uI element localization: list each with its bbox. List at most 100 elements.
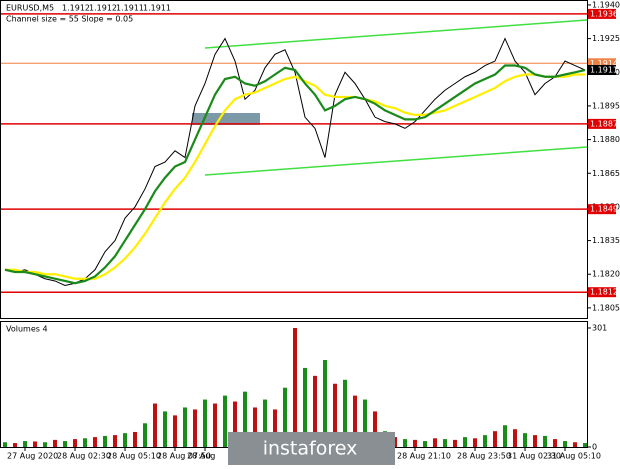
level-label: 1.1887 <box>590 119 618 128</box>
symbol: EURUSD,M5 <box>6 4 54 13</box>
volume-bar <box>313 375 317 447</box>
x-tick-label: 27 Aug 2020 <box>7 452 58 461</box>
watermark-group: instaforex <box>228 432 395 465</box>
moving-average <box>5 73 585 280</box>
y-tick-label: 1.1925 <box>592 34 620 43</box>
volume-bar <box>193 409 197 447</box>
channel-upper <box>204 19 588 49</box>
level-label: 1.1812 <box>590 288 618 297</box>
volume-bar <box>303 367 307 447</box>
volume-bar <box>533 435 537 447</box>
volume-bar <box>23 441 27 447</box>
x-tick-label: 31 Aug 02:30 <box>507 452 561 461</box>
volume-bar <box>283 387 287 447</box>
level-label: 1.1936 <box>590 9 618 18</box>
volume-bar <box>233 401 237 447</box>
volume-bar <box>413 439 417 447</box>
volume-bar <box>213 403 217 447</box>
volume-bar <box>83 438 87 447</box>
y-tick-label: 1.1820 <box>592 270 620 279</box>
volume-bar <box>133 431 137 447</box>
volume-bar <box>433 438 437 447</box>
volume-bar <box>563 441 567 447</box>
volume-title: Volumes 4 <box>6 325 48 334</box>
volume-bar <box>293 328 297 447</box>
level-label-box <box>588 8 616 19</box>
volume-bar <box>583 443 587 447</box>
x-tick-label: 28 Aug 05:10 <box>107 452 161 461</box>
quote-value: 1.1912 <box>89 4 117 13</box>
quote-value: 1.1911 <box>143 4 171 13</box>
y-tick-label: 1.1895 <box>592 101 620 110</box>
volume-bar <box>423 441 427 447</box>
volume-bar <box>453 439 457 447</box>
y-tick-label: 1.1880 <box>592 135 620 144</box>
volume-bar <box>263 399 267 447</box>
price-frame <box>0 0 588 319</box>
level-label-box <box>588 58 616 69</box>
volume-bar <box>443 439 447 447</box>
volume-bar <box>163 411 167 447</box>
volume-bar <box>573 442 577 447</box>
volume-bar <box>63 441 67 447</box>
volume-bar <box>153 403 157 447</box>
level-label-box <box>588 287 616 298</box>
channel-lower <box>204 146 588 176</box>
volume-bar <box>273 409 277 447</box>
volume-bar <box>143 423 147 447</box>
volume-bar <box>483 435 487 447</box>
volume-bar <box>553 439 557 447</box>
volume-bar <box>403 439 407 447</box>
volume-bar <box>103 435 107 447</box>
x-tick-label: 28 Aug 23:50 <box>457 452 511 461</box>
volume-bar <box>253 407 257 447</box>
price-line <box>4 37 586 286</box>
y-tick-label: 1.1865 <box>592 169 620 178</box>
volume-bar <box>3 442 7 447</box>
volume-bar <box>43 442 47 447</box>
x-tick-label: 28 Aug 07:50 <box>157 452 211 461</box>
volume-bar <box>183 407 187 447</box>
volume-bar <box>343 379 347 447</box>
volume-bar <box>493 431 497 447</box>
volume-bar <box>13 443 17 447</box>
volume-bar <box>333 383 337 447</box>
volume-bar <box>503 425 507 447</box>
x-tick-label: 28 Aug <box>187 452 215 461</box>
watermark: instaforex <box>263 438 358 460</box>
volume-bar <box>463 437 467 447</box>
volume-bar <box>373 411 377 447</box>
y-tick-label: 1.1805 <box>592 303 620 312</box>
quote-value: 1.1912 <box>62 4 90 13</box>
volume-bar <box>363 399 367 447</box>
quote-value: 1.1911 <box>116 4 144 13</box>
consolidation-box <box>192 113 260 125</box>
volume-bar <box>33 441 37 447</box>
moving-average <box>4 64 586 285</box>
subtitle: Channel size = 55 Slope = 0.05 <box>6 15 133 24</box>
watermark-box <box>228 432 395 465</box>
level-label: 1.1849 <box>590 205 618 214</box>
volume-bar <box>543 435 547 447</box>
volume-bar <box>223 395 227 447</box>
level-label-box <box>588 65 616 76</box>
volume-bar <box>353 395 357 447</box>
volume-bar <box>93 437 97 447</box>
y-tick-label: 301 <box>592 324 607 333</box>
level-label-box <box>588 118 616 129</box>
y-tick-label: 1.1835 <box>592 236 620 245</box>
y-tick-label: 0 <box>592 443 597 452</box>
volume-bar <box>73 439 77 447</box>
volume-bar <box>513 429 517 447</box>
volume-bar <box>203 399 207 447</box>
volume-bar <box>243 391 247 447</box>
x-tick-label: 28 Aug 21:10 <box>397 452 451 461</box>
x-tick-label: 31 Aug 05:10 <box>547 452 601 461</box>
level-label: 1.1911 <box>590 66 618 75</box>
level-label-box <box>588 204 616 215</box>
level-label: 1.1914 <box>590 59 618 68</box>
volume-bar <box>323 360 327 447</box>
volume-bar <box>473 438 477 447</box>
volume-bar <box>523 433 527 447</box>
volume-bar <box>123 433 127 447</box>
